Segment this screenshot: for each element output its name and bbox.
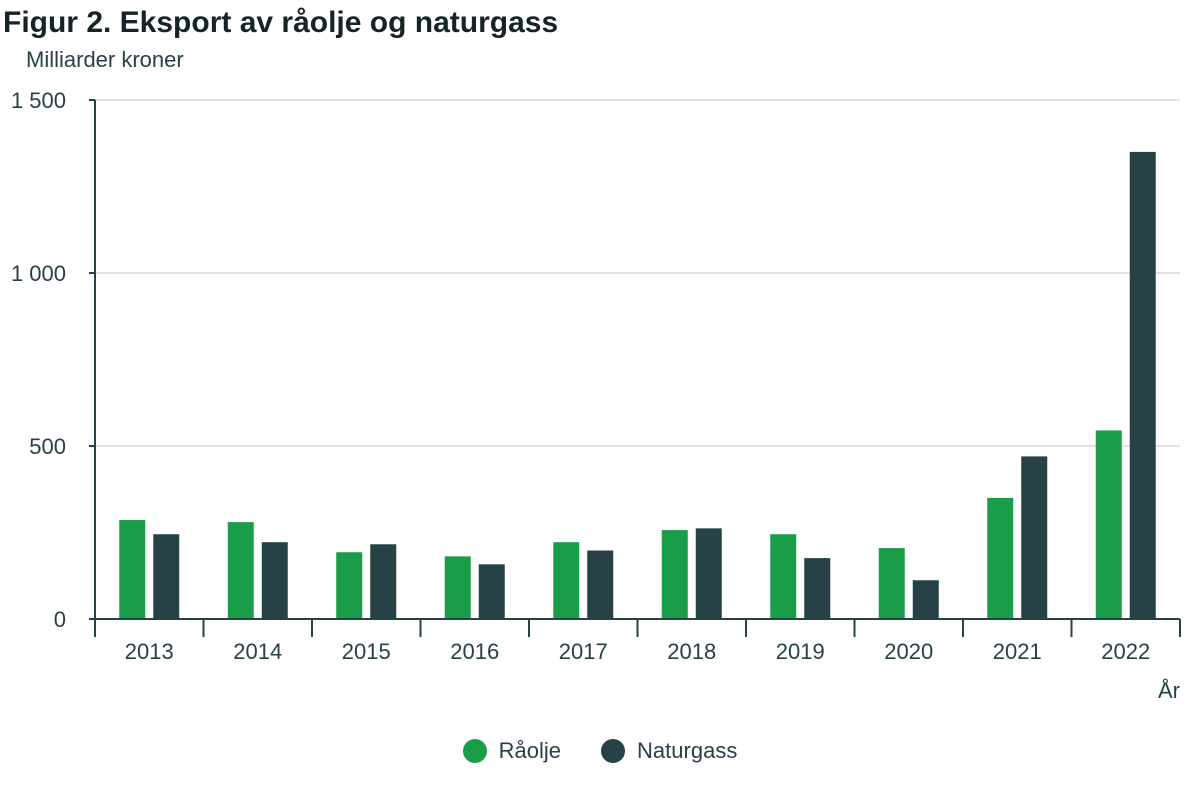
y-tick-label: 1 500	[11, 88, 66, 113]
bar-naturgass-2021[interactable]	[1021, 456, 1048, 619]
bar-raolje-2019[interactable]	[770, 534, 797, 619]
x-tick-label: 2014	[233, 639, 282, 664]
y-tick-label: 500	[29, 434, 66, 459]
x-tick-label: 2016	[450, 639, 499, 664]
y-tick-labels: 0 500 1 000 1 500	[11, 88, 66, 632]
legend-swatch-naturgass	[601, 739, 626, 763]
bar-raolje-2016[interactable]	[444, 556, 471, 619]
bar-raolje-2014[interactable]	[227, 522, 254, 619]
bar-naturgass-2014[interactable]	[261, 542, 288, 619]
legend-item-naturgass[interactable]: Naturgass	[601, 738, 737, 764]
x-tick-labels: 2013 2014 2015 2016 2017 2018 2019 2020 2021 2022	[125, 639, 1150, 664]
x-tick-label: 2017	[559, 639, 608, 664]
bar-naturgass-2013[interactable]	[153, 534, 180, 619]
y-tick-label: 1 000	[11, 261, 66, 286]
axes	[89, 99, 1181, 637]
y-tick-label: 0	[54, 607, 66, 632]
x-axis-label: År	[1158, 678, 1180, 703]
x-tick-label: 2020	[884, 639, 933, 664]
gridlines	[95, 99, 1180, 447]
legend-swatch-raolje	[462, 739, 487, 763]
bar-naturgass-2015[interactable]	[370, 544, 397, 619]
x-tick-label: 2018	[667, 639, 716, 664]
bar-naturgass-2022[interactable]	[1129, 151, 1156, 619]
bar-raolje-2020[interactable]	[878, 548, 905, 619]
x-tick-label: 2019	[776, 639, 825, 664]
bar-raolje-2022[interactable]	[1095, 430, 1122, 619]
bar-naturgass-2020[interactable]	[912, 580, 939, 619]
bar-naturgass-2018[interactable]	[695, 528, 722, 619]
x-tick-label: 2022	[1101, 639, 1150, 664]
legend-item-raolje[interactable]: Råolje	[462, 738, 562, 764]
y-axis-unit-label: Milliarder kroner	[26, 47, 184, 72]
bar-naturgass-2016[interactable]	[478, 564, 505, 619]
bar-raolje-2013[interactable]	[119, 520, 146, 619]
bar-naturgass-2017[interactable]	[587, 550, 614, 619]
bar-raolje-2017[interactable]	[553, 542, 580, 619]
legend: Råolje Naturgass	[0, 738, 1200, 764]
chart-title: Figur 2. Eksport av råolje og naturgass	[3, 6, 559, 39]
legend-label-naturgass: Naturgass	[637, 738, 738, 763]
x-tick-label: 2015	[342, 639, 391, 664]
x-tick-label: 2021	[993, 639, 1042, 664]
bar-raolje-2018[interactable]	[661, 530, 688, 619]
bar-naturgass-2019[interactable]	[804, 558, 831, 619]
bars	[119, 151, 1156, 619]
x-tick-label: 2013	[125, 639, 174, 664]
legend-label-raolje: Råolje	[498, 738, 562, 763]
bar-raolje-2015[interactable]	[336, 552, 363, 619]
bar-raolje-2021[interactable]	[987, 497, 1014, 619]
